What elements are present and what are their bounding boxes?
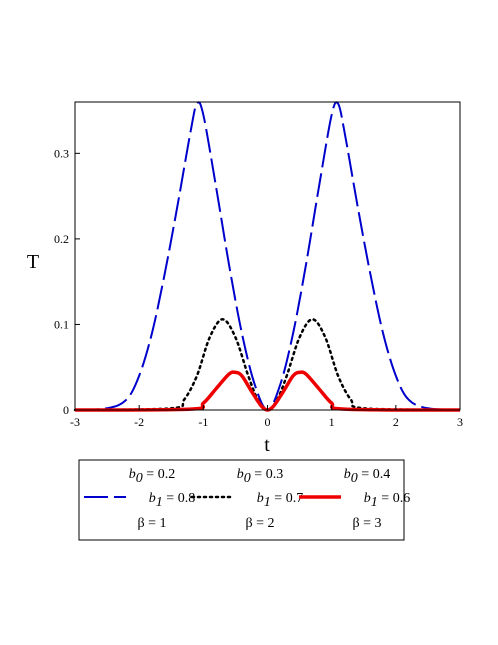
x-tick-label: 2 (393, 415, 399, 429)
legend-beta-label-2: β = 2 (245, 516, 274, 531)
x-axis-label: t (264, 434, 270, 456)
y-tick-label: 0.2 (54, 232, 69, 246)
x-tick-label: 3 (457, 415, 463, 429)
plot-frame (74, 101, 461, 411)
legend-b0-label-2: b0 = 0.3 (237, 467, 283, 486)
x-tick-label: 0 (265, 415, 271, 429)
series-line-2 (73, 318, 462, 412)
x-tick-label: -3 (70, 415, 80, 429)
y-axis-label: T (27, 251, 39, 273)
legend-beta-label-1: β = 1 (137, 516, 166, 531)
x-tick-label: 1 (329, 415, 335, 429)
legend-b1-label-2: b1 = 0.7 (257, 491, 303, 510)
legend-beta-label-3: β = 3 (352, 516, 381, 531)
y-tick-label: 0.3 (54, 146, 69, 160)
legend-b0-label-3: b0 = 0.4 (344, 467, 390, 486)
legend-b1-label-1: b1 = 0.8 (149, 491, 195, 510)
x-tick-label: -2 (134, 415, 144, 429)
y-tick-label: 0.1 (54, 317, 69, 331)
y-tick-label: 0 (63, 403, 69, 417)
legend: b0 = 0.2 b1 = 0.8 β = 1 b0 = 0.3 b1 = 0.7 β =… (78, 459, 410, 541)
legend-b0-label-1: b0 = 0.2 (129, 467, 175, 486)
legend-b1-label-3: b1 = 0.6 (364, 491, 410, 510)
ticks: -3 -2 -1 0 1 2 3 0 0.1 0.2 0.3 (54, 146, 463, 429)
x-tick-label: -1 (198, 415, 208, 429)
legend-box (78, 459, 405, 541)
plot-area (73, 101, 462, 412)
series-line-1 (74, 101, 461, 412)
